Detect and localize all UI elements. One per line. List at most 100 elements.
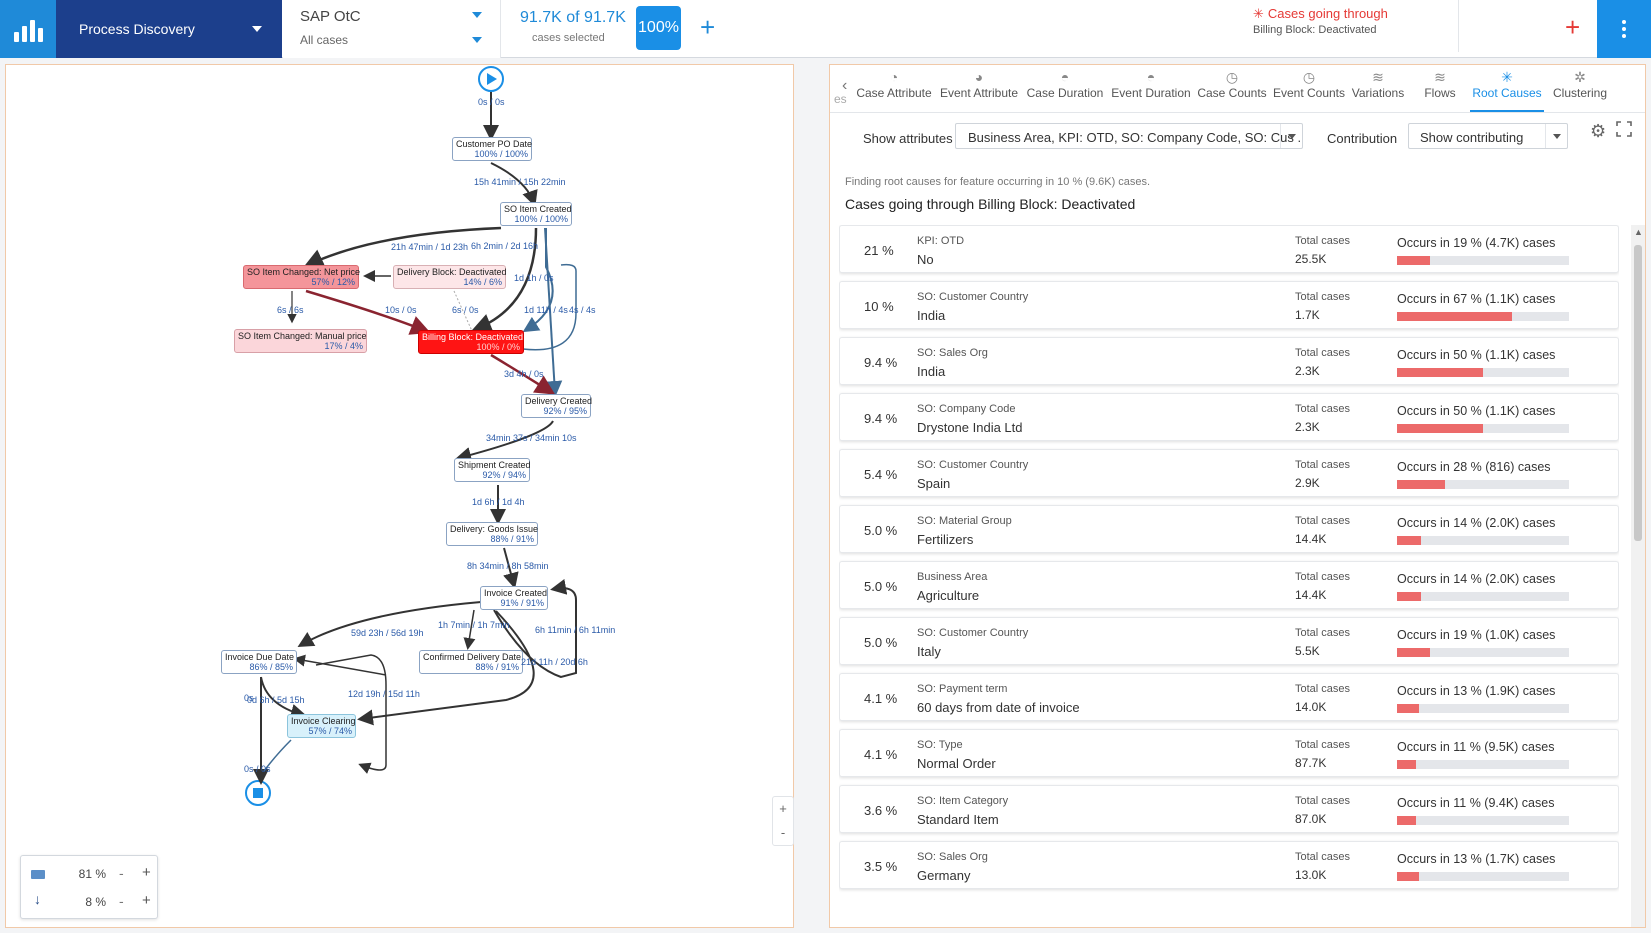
process-node[interactable]: Invoice Due Date 86% / 85% <box>221 650 297 674</box>
select-arrow <box>1280 124 1302 148</box>
occurrence-bar-fill <box>1397 256 1430 265</box>
app-logo-icon[interactable] <box>0 0 56 58</box>
scrollbar-thumb[interactable] <box>1634 245 1642 541</box>
root-cause-value: Germany <box>917 868 971 883</box>
flows-icon: ≋ <box>1434 69 1446 85</box>
edge-label: 1d 11h / 4s <box>524 305 568 315</box>
expand-icon[interactable] <box>1616 121 1632 137</box>
process-node[interactable]: Invoice Clearing 57% / 74% <box>287 714 356 738</box>
process-node[interactable]: Shipment Created 92% / 94% <box>454 458 531 482</box>
process-node[interactable]: SO Item Changed: Net price 57% / 12% <box>243 265 360 289</box>
root-cause-contribution: 5.0 % <box>864 579 898 594</box>
root-cause-value: Agriculture <box>917 588 980 603</box>
activities-plus-button[interactable]: + <box>142 864 151 881</box>
root-cause-row[interactable]: 10 % SO: Customer Country India Total cases… <box>839 281 1619 329</box>
root-cause-row[interactable]: 21 % KPI: OTD No Total cases 25.5K Occurs in … <box>839 225 1619 273</box>
root-cause-contribution: 21 % <box>864 243 894 258</box>
root-cause-row[interactable]: 4.1 % SO: Payment term 60 days from date o… <box>839 673 1619 721</box>
total-cases-value: 2.3K <box>1295 420 1320 434</box>
total-cases-value: 2.9K <box>1295 476 1320 490</box>
node-title: SO Item Created <box>504 204 572 214</box>
root-cause-row[interactable]: 4.1 % SO: Type Normal Order Total cases 87.7… <box>839 729 1619 777</box>
paths-slider[interactable]: ↓ 8 % - + <box>21 888 159 916</box>
chevron-down-icon[interactable] <box>472 12 482 18</box>
tab-variations[interactable]: ≋ Variations <box>1349 68 1407 112</box>
contribution-select[interactable]: Show contributing <box>1408 123 1568 149</box>
activities-slider[interactable]: 81 % - + <box>21 860 159 888</box>
add-filter-button[interactable]: + <box>700 12 716 42</box>
dataset-selector[interactable]: SAP OtC All cases <box>283 0 501 58</box>
process-node[interactable]: Delivery Created 92% / 95% <box>521 394 592 418</box>
root-cause-value: Spain <box>917 476 951 491</box>
tab-flows[interactable]: ≋ Flows <box>1420 68 1460 112</box>
pie-chart-icon: ◔ <box>889 69 899 85</box>
active-filter-chip[interactable]: ✳ Cases going through Billing Block: Deac… <box>1245 0 1459 52</box>
root-cause-attribute: SO: Customer Country <box>917 291 1029 303</box>
process-node[interactable]: Customer PO Date 100% / 100% <box>452 137 532 161</box>
occurrence-text: Occurs in 14 % (2.0K) cases <box>1397 516 1556 530</box>
edge-label: 10s / 0s <box>385 305 417 315</box>
tab-clustering[interactable]: ✲ Clustering <box>1549 68 1611 112</box>
root-cause-row[interactable]: 5.4 % SO: Customer Country Spain Total case… <box>839 449 1619 497</box>
tab-partial[interactable]: es <box>834 92 847 106</box>
root-cause-attribute: SO: Company Code <box>917 403 1016 415</box>
tab-case-counts[interactable]: ◷ Case Counts <box>1197 68 1267 112</box>
app-selector[interactable]: Process Discovery <box>56 0 282 58</box>
total-cases-value: 25.5K <box>1295 252 1327 266</box>
root-cause-contribution: 9.4 % <box>864 355 898 370</box>
kebab-menu-icon[interactable] <box>1597 0 1651 58</box>
process-map-panel[interactable]: Customer PO Date 100% / 100% SO Item Cre… <box>5 64 794 928</box>
tab-event-counts[interactable]: ◷ Event Counts <box>1272 68 1346 112</box>
show-attributes-select[interactable]: Business Area, KPI: OTD, SO: Company Cod… <box>955 123 1303 149</box>
scrollbar[interactable]: ▲ <box>1631 225 1645 927</box>
occurrence-text: Occurs in 14 % (2.0K) cases <box>1397 572 1556 586</box>
cases-count: 91.7K of 91.7K <box>520 9 626 26</box>
paths-minus-button[interactable]: - <box>119 893 124 909</box>
tab-label: Case Duration <box>1026 86 1104 100</box>
chevron-down-icon[interactable] <box>472 37 482 43</box>
node-title: Billing Block: Deactivated <box>422 332 524 342</box>
occurrence-bar-fill <box>1397 312 1513 321</box>
paths-plus-button[interactable]: + <box>142 892 151 909</box>
process-node[interactable]: SO Item Created 100% / 100% <box>500 202 572 226</box>
root-cause-row[interactable]: 9.4 % SO: Company Code Drystone India Ltd T… <box>839 393 1619 441</box>
scroll-up-icon[interactable]: ▲ <box>1634 227 1643 237</box>
tab-case-attribute[interactable]: ◔ Case Attribute <box>856 68 932 112</box>
root-cause-row[interactable]: 3.5 % SO: Sales Org Germany Total cases 13.0… <box>839 841 1619 889</box>
root-cause-row[interactable]: 9.4 % SO: Sales Org India Total cases 2.3K Oc… <box>839 337 1619 385</box>
tab-event-duration[interactable]: ◓ Event Duration <box>1110 68 1192 112</box>
total-cases-label: Total cases <box>1295 627 1351 639</box>
activities-minus-button[interactable]: - <box>119 865 124 881</box>
process-node[interactable]: Confirmed Delivery Date 88% / 91% <box>419 650 523 674</box>
tab-event-attribute[interactable]: ◕ Event Attribute <box>938 68 1020 112</box>
root-cause-value: Normal Order <box>917 756 996 771</box>
occurrence-text: Occurs in 19 % (1.0K) cases <box>1397 628 1556 642</box>
occurrence-text: Occurs in 28 % (816) cases <box>1397 460 1551 474</box>
process-node[interactable]: Delivery Block: Deactivated 14% / 6% <box>393 265 507 289</box>
tab-root-causes[interactable]: ✳ Root Causes <box>1470 68 1544 112</box>
gear-icon[interactable]: ⚙ <box>1590 121 1607 141</box>
process-node[interactable]: Delivery: Goods Issue 88% / 91% <box>446 522 538 546</box>
occurrence-bar <box>1397 816 1569 825</box>
root-cause-row[interactable]: 5.0 % SO: Material Group Fertilizers Total … <box>839 505 1619 553</box>
chevron-left-icon[interactable]: ‹ <box>842 77 848 94</box>
active-filter-title-row: ✳ Cases going through <box>1253 6 1388 22</box>
occurrence-bar-fill <box>1397 480 1446 489</box>
zoom-out-button[interactable]: - <box>780 825 786 840</box>
add-process-filter-button[interactable]: + <box>1565 12 1581 42</box>
root-cause-row[interactable]: 3.6 % SO: Item Category Standard Item Total… <box>839 785 1619 833</box>
root-cause-attribute: SO: Item Category <box>917 795 1009 807</box>
total-cases-value: 87.0K <box>1295 812 1327 826</box>
root-causes-icon: ✳ <box>1501 69 1513 85</box>
process-node[interactable]: Invoice Created 91% / 91% <box>480 586 548 610</box>
tab-case-duration[interactable]: ◓ Case Duration <box>1026 68 1104 112</box>
edge-label: 6s / 0s <box>452 305 479 315</box>
occurrence-text: Occurs in 50 % (1.1K) cases <box>1397 404 1556 418</box>
root-cause-value: 60 days from date of invoice <box>917 700 1080 715</box>
process-node[interactable]: SO Item Changed: Manual price 17% / 4% <box>234 329 367 353</box>
root-cause-row[interactable]: 5.0 % SO: Customer Country Italy Total case… <box>839 617 1619 665</box>
root-cause-row[interactable]: 5.0 % Business Area Agriculture Total cases… <box>839 561 1619 609</box>
root-cause-attribute: Business Area <box>917 571 988 583</box>
process-node-selected[interactable]: Billing Block: Deactivated 100% / 0% <box>418 330 524 354</box>
zoom-in-button[interactable]: + <box>779 801 787 816</box>
